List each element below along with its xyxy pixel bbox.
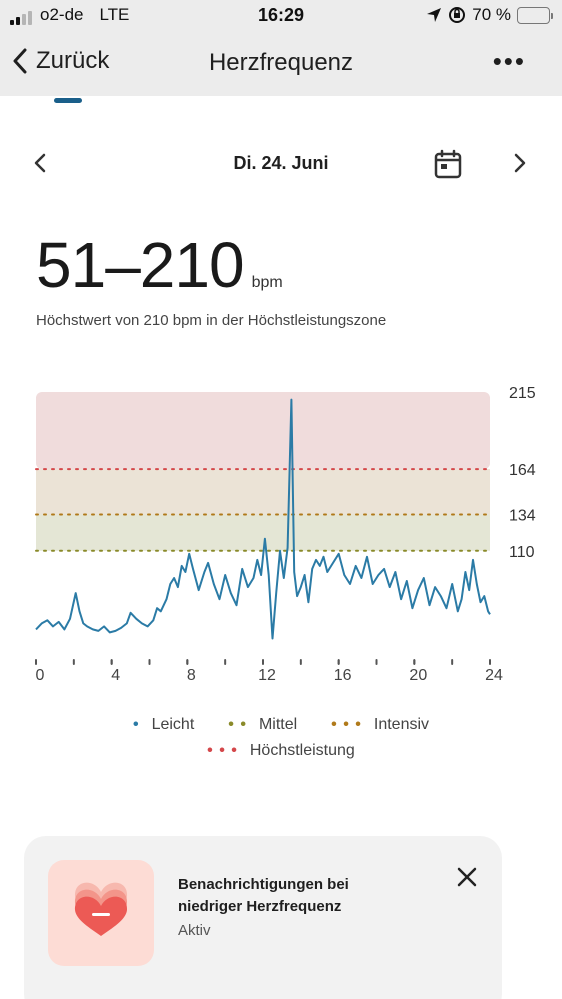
chevron-left-icon: [34, 153, 46, 173]
signal-icon: [10, 11, 32, 25]
battery-icon: [517, 6, 553, 24]
clock: 16:29: [257, 5, 305, 25]
legend-marker-mittel: • •: [228, 716, 247, 733]
legend-label-leicht: Leicht: [151, 716, 195, 733]
selected-date: Di. 24. Juni: [233, 153, 329, 173]
location-arrow-icon: [427, 8, 442, 22]
y-tick-label-1: 164: [509, 462, 536, 479]
zone-1: [36, 469, 490, 515]
date-navigation: Di. 24. Juni: [0, 145, 562, 185]
y-tick-label-0: 215: [509, 385, 536, 402]
x-tick-label-5: 20: [409, 667, 427, 684]
x-tick-label-2: 8: [187, 667, 196, 684]
heart-rate-line: [35, 398, 491, 640]
legend-marker-hoechstleistung: • • •: [207, 742, 238, 759]
low-heart-rate-icon: [48, 860, 154, 966]
legend-item-leicht: • Leicht: [133, 716, 194, 734]
legend-item-intensiv: • • • Intensiv: [331, 716, 429, 734]
legend-label-hoechstleistung: Höchstleistung: [249, 742, 355, 759]
zone-0: [36, 514, 490, 551]
status-left: o2-de LTE: [10, 5, 129, 25]
chart-svg: 215 164 134 110 0 4 8 12 16 20 24: [35, 385, 536, 684]
back-label: Zurück: [36, 47, 110, 74]
legend-row-2: • • • Höchstleistung: [0, 742, 562, 760]
notification-title: Benachrichtigungen bei niedriger Herzfre…: [178, 876, 349, 915]
top-bar: [0, 0, 562, 96]
calendar-icon: [434, 149, 462, 179]
range-value: 51–210: [36, 229, 245, 301]
legend-item-hoechstleistung: • • • Höchstleistung: [207, 742, 355, 760]
x-tick-label-1: 4: [111, 667, 120, 684]
chevron-left-icon: [13, 48, 27, 74]
close-icon: [457, 867, 477, 887]
next-day-button[interactable]: [512, 151, 528, 180]
carrier-label: o2-de: [40, 5, 84, 24]
network-label: LTE: [99, 5, 130, 24]
tab-indicator: [54, 98, 82, 103]
previous-day-button[interactable]: [32, 151, 48, 180]
x-tick-label-6: 24: [485, 667, 503, 684]
status-right: 70 %: [426, 5, 553, 25]
legend-marker-leicht: •: [132, 716, 140, 733]
calendar-button[interactable]: [434, 149, 462, 184]
notification-status: Aktiv: [178, 922, 211, 939]
legend-item-mittel: • • Mittel: [228, 716, 297, 734]
legend-label-mittel: Mittel: [258, 716, 298, 733]
y-tick-label-2: 134: [509, 507, 536, 524]
heart-rate-range: 51–210 bpm: [36, 228, 283, 302]
x-tick-label-3: 12: [258, 667, 276, 684]
notification-card[interactable]: Benachrichtigungen bei niedriger Herzfre…: [24, 836, 502, 999]
x-tick-label-0: 0: [36, 667, 45, 684]
zone-2: [36, 392, 490, 470]
legend-row-1: • Leicht • • Mittel • • • Intensiv: [0, 716, 562, 734]
close-button[interactable]: [456, 866, 478, 893]
more-options-button[interactable]: •••: [492, 46, 526, 76]
y-tick-label-3: 110: [509, 544, 535, 561]
battery-percent: 70 %: [472, 5, 511, 24]
nav-header: Zurück Herzfrequenz •••: [0, 32, 562, 96]
chevron-right-icon: [514, 153, 526, 173]
legend-label-intensiv: Intensiv: [373, 716, 430, 733]
rotation-lock-icon: [449, 7, 466, 23]
page-title: Herzfrequenz: [208, 49, 354, 76]
chart-legend: • Leicht • • Mittel • • • Intensiv • • •…: [0, 716, 562, 768]
heart-rate-chart[interactable]: 215 164 134 110 0 4 8 12 16 20 24: [0, 360, 562, 705]
summary-description: Höchstwert von 210 bpm in der Höchstleis…: [36, 312, 387, 329]
status-bar: o2-de LTE 16:29 70 %: [0, 0, 562, 32]
x-tick-label-4: 16: [334, 667, 352, 684]
back-button[interactable]: Zurück: [12, 47, 109, 75]
legend-marker-intensiv: • • •: [331, 716, 362, 733]
range-unit: bpm: [251, 274, 283, 291]
